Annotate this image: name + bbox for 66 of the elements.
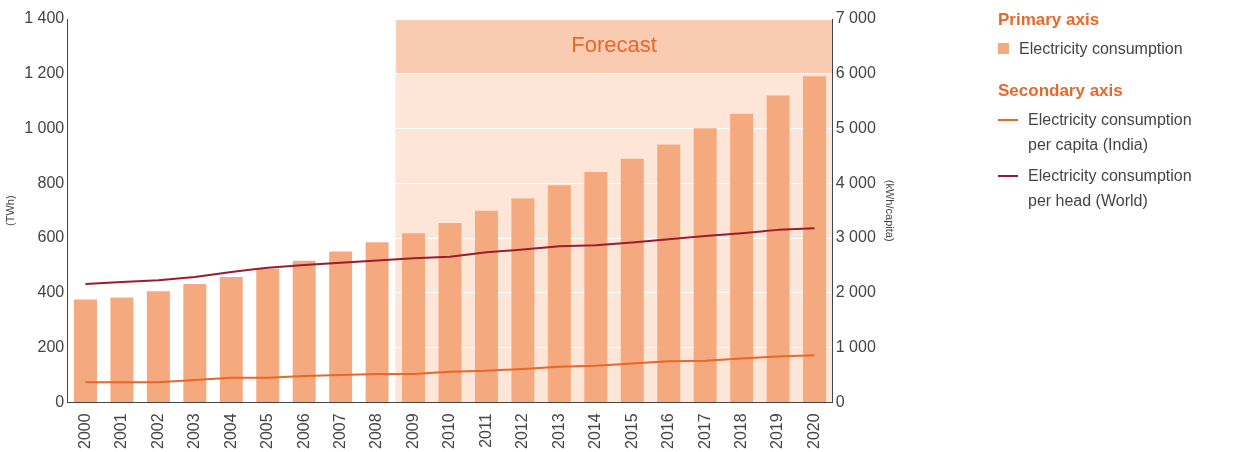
bar (256, 268, 280, 402)
y-tick-label: 400 (37, 283, 65, 301)
bar (438, 223, 462, 402)
x-tick-label: 2000 (75, 413, 93, 449)
y2-axis-title: (kWh/capita) (884, 179, 897, 242)
legend-label: Electricity consumption per head (World) (1028, 166, 1193, 211)
bar (365, 242, 389, 402)
x-tick-label: 2011 (476, 413, 494, 448)
x-tick-label: 2019 (768, 413, 786, 449)
x-tick-label: 2010 (440, 413, 458, 449)
legend-title: Primary axis (998, 10, 1101, 30)
y2-tick-label: 1 000 (835, 338, 876, 356)
y-tick-label: 1 400 (24, 9, 65, 27)
y-tick-label: 600 (37, 228, 65, 246)
text: Secondary axis (998, 81, 1124, 101)
bar (730, 113, 754, 402)
y-tick-label: 800 (37, 173, 65, 191)
y-axis-title: (TWh) (3, 195, 16, 226)
bar (547, 185, 571, 402)
bar (329, 251, 353, 402)
x-tick-label: 2002 (148, 413, 166, 449)
y2-tick-label: 5 000 (835, 118, 876, 136)
bar (219, 276, 243, 402)
x-tick-label: 2006 (294, 413, 312, 449)
bar (657, 144, 681, 402)
x-tick-label: 2014 (586, 413, 604, 449)
x-tick-label: 2015 (622, 413, 640, 449)
x-tick-label: 2008 (367, 413, 385, 449)
bar (402, 233, 426, 402)
bar (73, 299, 97, 402)
bar (766, 95, 790, 402)
x-tick-label: 2007 (331, 413, 349, 449)
y2-tick-label: 4 000 (835, 173, 876, 191)
x-tick-label: 2020 (804, 413, 822, 449)
y-tick-label: 200 (37, 338, 65, 356)
y-tick-label: 1 000 (24, 118, 65, 136)
bar (110, 297, 134, 402)
legend-label: Electricity consumption (1019, 39, 1183, 59)
band-label: Forecast (571, 32, 657, 58)
x-tick-label: 2005 (258, 413, 276, 449)
x-tick-label: 2012 (513, 413, 531, 449)
x-tick-label: 2013 (549, 413, 567, 449)
bar (183, 284, 207, 402)
y2-tick-label: 7 000 (835, 9, 876, 27)
y-tick-label: 0 (55, 392, 65, 410)
bar (146, 291, 170, 402)
bar (511, 198, 535, 402)
bar (584, 172, 608, 402)
y2-tick-label: 6 000 (835, 64, 876, 82)
bar (693, 128, 717, 402)
x-tick-label: 2017 (695, 413, 713, 449)
bar (803, 76, 827, 402)
y-tick-label: 1 200 (24, 64, 65, 82)
bar (474, 210, 498, 402)
bar (620, 158, 644, 402)
y2-tick-label: 2 000 (835, 283, 876, 301)
y2-tick-label: 0 (835, 392, 845, 410)
x-tick-label: 2003 (185, 413, 203, 449)
y2-tick-label: 3 000 (835, 228, 876, 246)
x-tick-label: 2009 (403, 413, 421, 449)
legend-label: Electricity consumption per capita (India) (1028, 110, 1193, 155)
x-tick-label: 2004 (221, 413, 239, 449)
x-tick-label: 2016 (659, 413, 677, 449)
x-tick-label: 2018 (732, 413, 750, 449)
x-tick-label: 2001 (112, 413, 130, 449)
bar (292, 260, 316, 402)
